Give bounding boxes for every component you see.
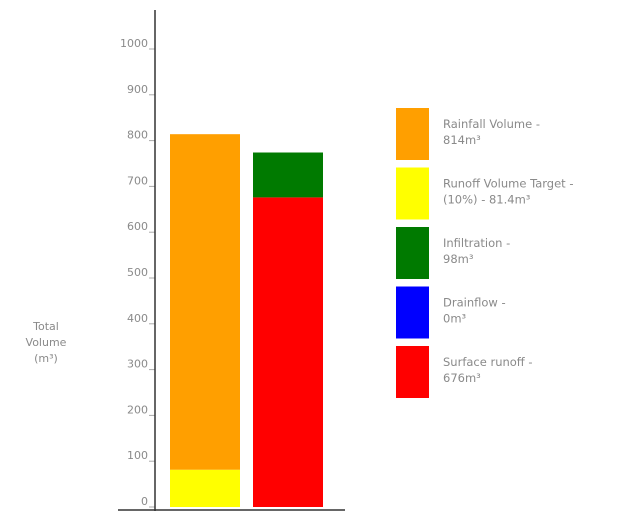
- y-tick-label: 100: [127, 449, 148, 462]
- legend-swatch: [396, 227, 429, 279]
- legend-swatch: [396, 167, 429, 220]
- bar-1-segment-rainfall-volume: [170, 134, 240, 470]
- legend-label: Rainfall Volume -: [443, 117, 540, 131]
- legend-swatch: [396, 346, 429, 398]
- bar-1-segment-runoff-volume-target: [170, 469, 240, 507]
- legend-label: Drainflow -: [443, 296, 506, 310]
- y-tick-label: 800: [127, 129, 148, 142]
- bar-2-segment-surface-runoff: [253, 197, 323, 507]
- legend-label: (10%) - 81.4m³: [443, 193, 531, 207]
- y-tick-label: 700: [127, 174, 148, 187]
- y-axis-ticks: 0 100 200 300 400 500 600 700 800 900 1000: [120, 37, 155, 508]
- legend-label: Surface runoff -: [443, 355, 533, 369]
- legend-label: 98m³: [443, 252, 474, 266]
- y-tick-label: 400: [127, 312, 148, 325]
- legend-label: 814m³: [443, 133, 481, 147]
- y-axis-label: Total Volume (m³): [26, 320, 67, 365]
- legend-label: Infiltration -: [443, 236, 510, 250]
- y-axis-label-line-1: Total: [32, 320, 59, 333]
- legend-label: 676m³: [443, 371, 481, 385]
- y-tick-label: 300: [127, 358, 148, 371]
- y-tick-label: 600: [127, 220, 148, 233]
- y-tick-label: 200: [127, 403, 148, 416]
- y-tick-label: 500: [127, 266, 148, 279]
- y-axis-label-line-3: (m³): [34, 352, 58, 365]
- y-tick-label: 1000: [120, 37, 148, 50]
- legend-label: 0m³: [443, 312, 467, 326]
- legend: Rainfall Volume - 814m³ Runoff Volume Targ…: [396, 108, 573, 398]
- bars: [170, 134, 323, 507]
- bar-2-segment-infiltration: [253, 152, 323, 198]
- legend-label: Runoff Volume Target -: [443, 177, 573, 191]
- legend-swatch: [396, 108, 429, 160]
- y-axis-label-line-2: Volume: [26, 336, 67, 349]
- legend-swatch: [396, 286, 429, 339]
- y-tick-label: 0: [141, 495, 148, 508]
- y-tick-label: 900: [127, 83, 148, 96]
